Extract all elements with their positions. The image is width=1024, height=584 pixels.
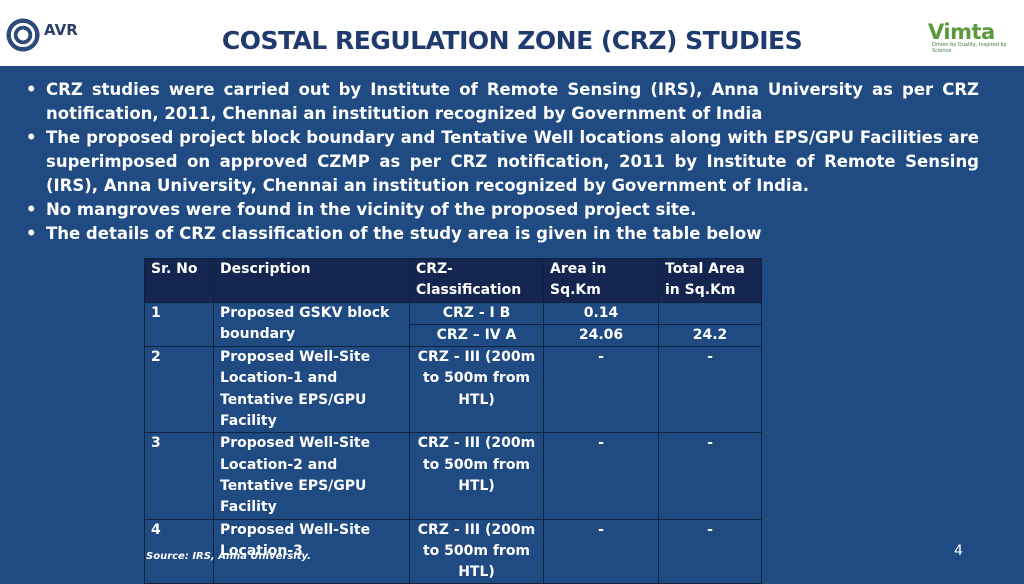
header-total-area: Total Area in Sq.Km <box>658 258 762 303</box>
vimta-logo: Vimta Driven by Quality, Inspired by Sci… <box>928 20 1020 60</box>
bullet-text: The details of CRZ classification of the… <box>46 224 762 243</box>
bullet-dot: • <box>26 200 37 219</box>
table-row: 4 Proposed Well-Site Location-3 CRZ - II… <box>144 518 762 584</box>
bullet-item: • The proposed project block boundary and… <box>26 126 979 198</box>
page-title: COSTAL REGULATION ZONE (CRZ) STUDIES <box>221 26 803 55</box>
bullet-dot: • <box>26 128 37 147</box>
cell-description: Proposed GSKV block boundary <box>213 301 410 348</box>
bullet-text: No mangroves were found in the vicinity … <box>46 200 697 219</box>
cell-area: - <box>543 518 659 584</box>
table-row: 2 Proposed Well-Site Location-1 and Tent… <box>144 346 762 434</box>
cell-description: Proposed Well-Site Location-1 and Tentat… <box>213 346 410 434</box>
source-note: Source: IRS, Anna University. <box>146 551 311 562</box>
avr-logo: AVR <box>6 18 78 52</box>
cell-classification: CRZ - III (200m to 500m from HTL) <box>409 518 544 584</box>
cell-area: - <box>543 346 659 434</box>
cell-total: 24.2 <box>658 323 762 348</box>
cell-total: - <box>658 518 762 584</box>
cell-sr: 4 <box>144 518 214 584</box>
table-row: 1 Proposed GSKV block boundary CRZ - I B… <box>144 301 762 348</box>
table-row: CRZ – IV A 24.06 24.2 <box>145 323 762 348</box>
cell-description: Proposed Well-Site Location-2 and Tentat… <box>213 432 410 520</box>
cell-area: - <box>543 432 659 520</box>
crz-classification-table: Sr. No Description CRZ-Classification Ar… <box>144 258 762 584</box>
cell-area: 24.06 <box>543 323 659 348</box>
vimta-tagline: Driven by Quality, Inspired by Science <box>932 42 1007 54</box>
bullet-item: • No mangroves were found in the vicinity… <box>26 198 979 222</box>
vimta-logo-text: Vimta <box>928 20 995 44</box>
cell-sr: 1 <box>144 301 214 348</box>
bullet-item: • CRZ studies were carried out by Institu… <box>26 78 979 126</box>
bullet-text: CRZ studies were carried out by Institut… <box>46 80 979 123</box>
cell-classification: CRZ – IV A <box>409 323 544 348</box>
header-bar: AVR COSTAL REGULATION ZONE (CRZ) STUDIES… <box>0 0 1024 66</box>
cell-total: - <box>658 432 762 520</box>
cell-area: 0.14 <box>543 301 659 325</box>
header-sr-no: Sr. No <box>144 258 214 303</box>
avr-ring-icon <box>6 18 40 52</box>
cell-total <box>658 301 762 325</box>
avr-logo-text: AVR <box>44 21 78 39</box>
header-crz-classification: CRZ-Classification <box>409 258 544 303</box>
cell-sr: 2 <box>144 346 214 434</box>
page-number: 4 <box>954 543 963 559</box>
cell-classification: CRZ - I B <box>409 301 544 325</box>
bullet-dot: • <box>26 224 37 243</box>
header-area: Area in Sq.Km <box>543 258 659 303</box>
bullet-text: The proposed project block boundary and … <box>46 128 979 195</box>
cell-sr: 3 <box>144 432 214 520</box>
table-row: 3 Proposed Well-Site Location-2 and Tent… <box>144 432 762 520</box>
cell-classification: CRZ - III (200m to 500m from HTL) <box>409 346 544 434</box>
header-description: Description <box>213 258 410 303</box>
cell-classification: CRZ - III (200m to 500m from HTL) <box>409 432 544 520</box>
bullet-list: • CRZ studies were carried out by Institu… <box>26 78 979 246</box>
cell-description: Proposed Well-Site Location-3 <box>213 518 410 584</box>
cell-total: - <box>658 346 762 434</box>
table-header-row: Sr. No Description CRZ-Classification Ar… <box>144 258 762 303</box>
bullet-item: • The details of CRZ classification of th… <box>26 222 979 246</box>
bullet-dot: • <box>26 80 37 99</box>
